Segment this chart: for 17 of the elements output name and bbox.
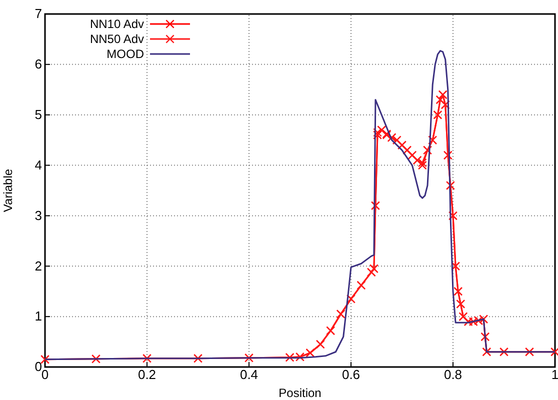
y-tick-label: 3 xyxy=(34,208,42,223)
y-tick-label: 2 xyxy=(34,258,42,274)
y-tick-label: 6 xyxy=(34,56,42,72)
x-tick-label: 0.4 xyxy=(240,367,258,382)
y-tick-label: 1 xyxy=(34,308,42,324)
x-tick-label: 1 xyxy=(551,367,558,382)
legend-label: NN50 Adv xyxy=(90,32,144,46)
x-tick-label: 0.8 xyxy=(444,367,462,382)
legend-label: MOOD xyxy=(106,47,144,61)
x-axis-title: Position xyxy=(278,386,322,400)
y-tick-label: 4 xyxy=(34,157,42,172)
legend-label: NN10 Adv xyxy=(90,17,144,31)
x-tick-label: 0.2 xyxy=(138,367,156,382)
y-axis-title: Variable xyxy=(1,168,15,212)
x-tick-label: 0.6 xyxy=(342,367,360,382)
y-tick-label: 5 xyxy=(34,107,42,122)
y-tick-label: 7 xyxy=(34,6,42,22)
